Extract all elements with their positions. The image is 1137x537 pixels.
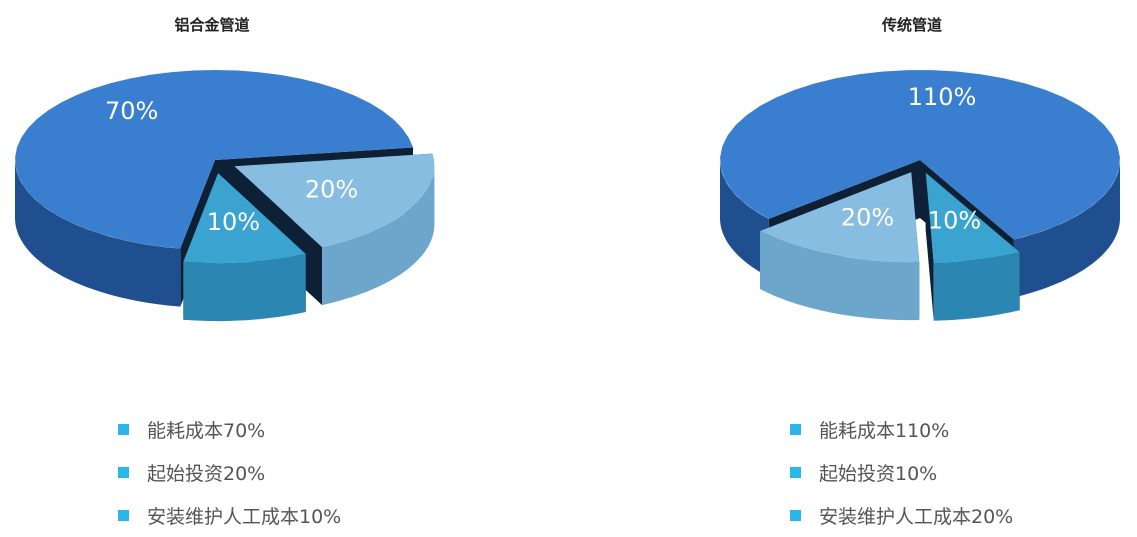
- slice-side: [1013, 160, 1120, 298]
- legend-item: 起始投资20%: [118, 451, 341, 494]
- legend-item: 能耗成本70%: [118, 408, 341, 451]
- slice-side: [322, 166, 435, 306]
- legend-swatch: [790, 424, 801, 435]
- legend-label: 能耗成本110%: [819, 420, 950, 442]
- slice-side: [759, 230, 920, 321]
- slice-label: 10%: [928, 207, 981, 235]
- chart-title-left: 铝合金管道: [174, 16, 250, 34]
- slice-side: [15, 160, 181, 307]
- slice-label: 110%: [908, 83, 977, 111]
- legend-label: 安装维护人工成本20%: [819, 506, 1014, 528]
- slice-label: 70%: [105, 97, 158, 125]
- slice-side: [720, 160, 769, 277]
- pie-slice: [925, 172, 1020, 263]
- legend-label: 能耗成本70%: [147, 420, 266, 442]
- legend-label: 起始投资20%: [147, 463, 266, 485]
- pie-slice: [234, 153, 435, 248]
- legend-label: 安装维护人工成本10%: [147, 506, 342, 528]
- slice-side: [933, 252, 1020, 321]
- pie-slice: [720, 70, 1120, 240]
- slice-side: [183, 253, 306, 322]
- legend-swatch: [118, 510, 129, 521]
- legend-item: 安装维护人工成本10%: [118, 494, 341, 537]
- legend-label: 起始投资10%: [819, 463, 938, 485]
- pie-slice: [759, 172, 920, 263]
- slice-label: 10%: [207, 208, 260, 236]
- pie-slice: [183, 173, 306, 264]
- legend-item: 安装维护人工成本20%: [790, 494, 1013, 537]
- legend-swatch: [118, 467, 129, 478]
- slice-label: 20%: [305, 175, 358, 203]
- slice-label: 20%: [841, 204, 894, 232]
- legend-right: 能耗成本110% 起始投资10% 安装维护人工成本20%: [790, 408, 1013, 537]
- legend-item: 能耗成本110%: [790, 408, 1013, 451]
- legend-left: 能耗成本70% 起始投资20% 安装维护人工成本10%: [118, 408, 341, 537]
- legend-swatch: [790, 467, 801, 478]
- legend-swatch: [118, 424, 129, 435]
- chart-title-right: 传统管道: [881, 16, 943, 34]
- pie-charts: 20% 10% 70% 10% 20% 110%: [15, 70, 1120, 322]
- legend-item: 起始投资10%: [790, 451, 1013, 494]
- pie-slice: [15, 70, 414, 249]
- slice-cut-face: [925, 172, 934, 321]
- legend-swatch: [790, 510, 801, 521]
